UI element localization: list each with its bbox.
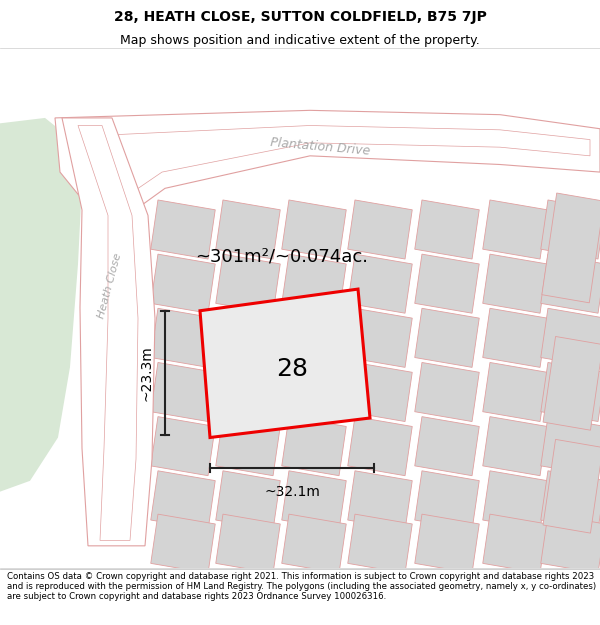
- Polygon shape: [348, 362, 412, 421]
- Polygon shape: [348, 417, 412, 476]
- Polygon shape: [541, 471, 600, 530]
- Polygon shape: [75, 126, 590, 197]
- Polygon shape: [348, 200, 412, 259]
- Polygon shape: [483, 200, 547, 259]
- Polygon shape: [151, 514, 215, 573]
- Polygon shape: [282, 200, 346, 259]
- Polygon shape: [483, 362, 547, 421]
- Polygon shape: [483, 308, 547, 368]
- Polygon shape: [216, 471, 280, 530]
- Polygon shape: [348, 471, 412, 530]
- Text: Heath Close: Heath Close: [97, 252, 124, 319]
- Polygon shape: [151, 471, 215, 530]
- Polygon shape: [216, 200, 280, 259]
- Polygon shape: [282, 362, 346, 421]
- Polygon shape: [483, 471, 547, 530]
- Polygon shape: [62, 118, 155, 546]
- Polygon shape: [151, 417, 215, 476]
- Polygon shape: [151, 254, 215, 313]
- Text: 28, HEATH CLOSE, SUTTON COLDFIELD, B75 7JP: 28, HEATH CLOSE, SUTTON COLDFIELD, B75 7…: [113, 9, 487, 24]
- Text: ~32.1m: ~32.1m: [264, 485, 320, 499]
- Polygon shape: [151, 200, 215, 259]
- Polygon shape: [78, 126, 138, 541]
- Polygon shape: [483, 417, 547, 476]
- Polygon shape: [216, 514, 280, 573]
- Polygon shape: [483, 514, 547, 573]
- Text: Map shows position and indicative extent of the property.: Map shows position and indicative extent…: [120, 34, 480, 48]
- Polygon shape: [543, 336, 600, 430]
- Polygon shape: [282, 514, 346, 573]
- Polygon shape: [543, 439, 600, 533]
- Polygon shape: [541, 254, 600, 313]
- Polygon shape: [282, 308, 346, 368]
- Polygon shape: [200, 289, 370, 438]
- Polygon shape: [282, 471, 346, 530]
- Text: ~301m²/~0.074ac.: ~301m²/~0.074ac.: [195, 248, 368, 266]
- Polygon shape: [0, 118, 82, 492]
- Polygon shape: [415, 471, 479, 530]
- Polygon shape: [216, 308, 280, 368]
- Polygon shape: [483, 254, 547, 313]
- Polygon shape: [415, 254, 479, 313]
- Polygon shape: [348, 514, 412, 573]
- Text: 28: 28: [277, 357, 308, 381]
- Polygon shape: [415, 417, 479, 476]
- Polygon shape: [415, 200, 479, 259]
- Text: Plantation Drive: Plantation Drive: [269, 136, 371, 158]
- Polygon shape: [282, 254, 346, 313]
- Polygon shape: [348, 308, 412, 368]
- Polygon shape: [415, 362, 479, 421]
- Polygon shape: [216, 417, 280, 476]
- Text: Contains OS data © Crown copyright and database right 2021. This information is : Contains OS data © Crown copyright and d…: [7, 571, 596, 601]
- Polygon shape: [541, 514, 600, 573]
- Polygon shape: [541, 200, 600, 259]
- Polygon shape: [216, 362, 280, 421]
- Polygon shape: [541, 362, 600, 421]
- Polygon shape: [415, 514, 479, 573]
- Polygon shape: [282, 417, 346, 476]
- Polygon shape: [151, 362, 215, 421]
- Polygon shape: [55, 111, 600, 216]
- Polygon shape: [541, 417, 600, 476]
- Polygon shape: [348, 254, 412, 313]
- Polygon shape: [541, 308, 600, 368]
- Polygon shape: [415, 308, 479, 368]
- Polygon shape: [151, 308, 215, 368]
- Text: ~23.3m: ~23.3m: [140, 345, 154, 401]
- Polygon shape: [216, 254, 280, 313]
- Polygon shape: [542, 193, 600, 302]
